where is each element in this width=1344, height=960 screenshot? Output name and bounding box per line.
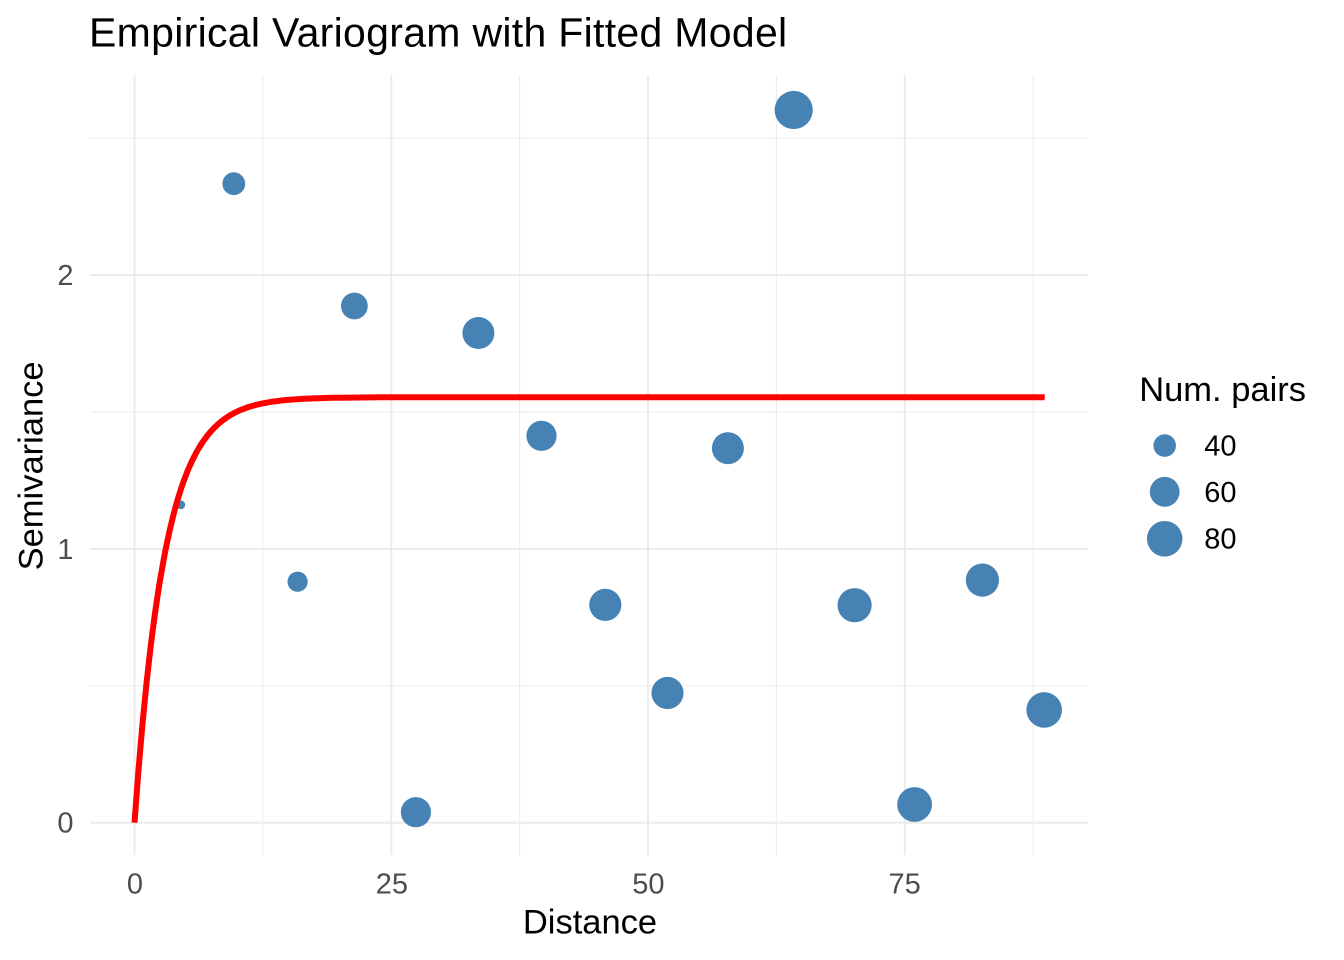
svg-text:50: 50 xyxy=(632,869,664,901)
svg-text:2: 2 xyxy=(57,260,73,292)
svg-text:25: 25 xyxy=(376,869,408,901)
svg-text:Empirical Variogram with Fitte: Empirical Variogram with Fitted Model xyxy=(89,9,787,55)
svg-text:1: 1 xyxy=(57,534,73,566)
svg-text:Distance: Distance xyxy=(523,904,657,942)
svg-text:Num. pairs: Num. pairs xyxy=(1139,371,1306,409)
svg-text:40: 40 xyxy=(1204,431,1236,463)
svg-text:60: 60 xyxy=(1204,477,1236,509)
svg-text:0: 0 xyxy=(57,808,73,840)
svg-text:Semivariance: Semivariance xyxy=(13,361,51,570)
svg-text:75: 75 xyxy=(888,869,920,901)
svg-text:80: 80 xyxy=(1204,524,1236,556)
svg-text:0: 0 xyxy=(127,869,143,901)
